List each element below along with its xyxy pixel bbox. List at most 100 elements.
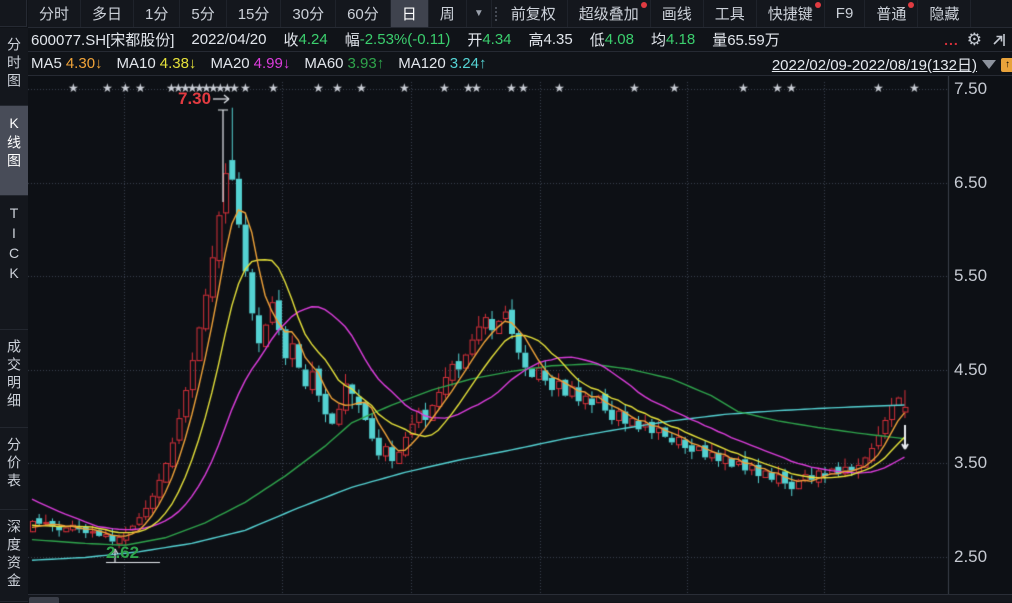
info-field-3: 收 4.24 (283, 29, 327, 50)
tab-label: F9 (835, 5, 854, 22)
stock-info-bar: 600077.SH[宋都股份] 2022/04/20 收 4.24 幅 -2.53%(-0… (28, 28, 1012, 52)
field-value: 4.35 (543, 31, 573, 48)
kline-chart-canvas[interactable] (28, 76, 1012, 594)
tab-period-6[interactable]: 30分 (281, 0, 337, 27)
ma-value: 4.30↓ (65, 55, 103, 72)
up-arrow-badge-icon[interactable]: ↑ (1001, 57, 1012, 72)
tab-period-1[interactable]: 分时 (28, 0, 82, 27)
notification-dot (814, 2, 821, 8)
gear-icon[interactable]: ⚙ (966, 30, 982, 49)
chevron-down-icon[interactable]: ▼ (467, 0, 492, 27)
more-indicator[interactable]: ... (944, 32, 959, 48)
ma-value: 4.38↓ (159, 55, 197, 72)
ma-label: MA20 (210, 55, 250, 72)
field-label: 幅 (344, 32, 360, 49)
bottom-panel-edge (28, 594, 1012, 603)
tab-label: 多日 (92, 6, 123, 23)
price-tick-label: 2.50 (954, 546, 988, 566)
kline-chart-area: 7.50 6.50 5.50 4.50 3.50 2.50 7.30 2.62 (28, 76, 1012, 594)
tab-tool-3[interactable]: 画线 (651, 0, 704, 27)
notification-dot (908, 2, 915, 8)
tab-period-4[interactable]: 5分 (180, 0, 227, 27)
ma-legend-MA5: MA5 4.30↓ (31, 55, 103, 72)
tab-period-9[interactable]: 周 (429, 0, 467, 27)
info-field-4: 幅 -2.53%(-0.11) (345, 29, 451, 50)
tab-tool-4[interactable]: 工具 (704, 0, 757, 27)
tab-tool-8[interactable]: 隐藏 (918, 0, 972, 27)
price-tick-label: 6.50 (954, 172, 988, 192)
ma-value: 4.99↓ (253, 55, 291, 72)
tab-tool-1[interactable]: 前复权 (500, 0, 568, 27)
tab-label: 超级叠加 (578, 6, 639, 23)
tab-label: 1分 (145, 6, 169, 23)
tab-label: 普通 (876, 6, 907, 23)
expand-icon[interactable] (990, 32, 1006, 48)
field-value: 65.59万 (727, 32, 780, 49)
dropdown-triangle-icon[interactable] (982, 60, 996, 69)
sidebar-item-1[interactable]: 分时图 (0, 28, 28, 106)
period-tabs: 分时 多日 1分 5分 15分 30分 60分 日 周 (28, 0, 467, 27)
ma-label: MA60 (304, 55, 344, 72)
field-label: 收 (283, 32, 299, 49)
tab-label: 工具 (714, 6, 745, 23)
tab-label: 30分 (292, 6, 325, 23)
tab-period-5[interactable]: 15分 (227, 0, 282, 27)
tab-label: 分时 (39, 6, 70, 23)
separator-dots-icon (492, 0, 500, 27)
tab-period-3[interactable]: 1分 (134, 0, 181, 27)
sidebar-item-2[interactable]: K线图 (0, 106, 28, 196)
field-value: 4.24 (298, 31, 328, 48)
tab-tool-6[interactable]: F9 (825, 0, 866, 27)
info-field-1: 600077.SH[宋都股份] (31, 29, 174, 50)
tab-tool-7[interactable]: 普通 (865, 0, 919, 27)
tab-period-7[interactable]: 60分 (336, 0, 391, 27)
ma-legend-MA20: MA20 4.99↓ (210, 55, 290, 72)
field-value: 4.18 (665, 31, 696, 48)
field-value: 2022/04/20 (191, 31, 267, 48)
field-label: 开 (467, 32, 483, 49)
sidebar-item-6[interactable]: 深度资金 (0, 510, 28, 602)
ma-label: MA10 (116, 55, 156, 72)
ma-legend-MA10: MA10 4.38↓ (117, 55, 197, 72)
field-label: 量 (712, 32, 728, 49)
ma-value: 3.24↑ (449, 55, 487, 72)
field-value: 4.08 (604, 31, 634, 48)
tab-tool-2[interactable]: 超级叠加 (568, 0, 651, 27)
tab-label: 画线 (661, 6, 692, 23)
tab-period-8[interactable]: 日 (390, 0, 429, 27)
tab-label: 周 (439, 6, 455, 23)
ma-label: MA120 (398, 55, 446, 72)
info-field-2: 2022/04/20 (191, 31, 266, 48)
bottom-panel-handle[interactable] (29, 597, 59, 603)
price-tick-label: 3.50 (954, 453, 988, 472)
view-sidebar: 分时图 K线图 TICK 成交明细 分价表 深度资金 (0, 28, 28, 602)
info-field-8: 均 4.18 (651, 29, 695, 50)
info-field-9: 量 65.59万 (712, 29, 780, 50)
info-field-7: 低 4.08 (590, 29, 634, 50)
info-field-5: 开 4.34 (467, 29, 511, 50)
price-tick-label: 4.50 (954, 359, 988, 379)
sidebar-top-corner (0, 0, 27, 27)
sidebar-item-4[interactable]: 成交明细 (0, 330, 28, 428)
tab-label: 15分 (237, 6, 270, 23)
tab-label: 日 (401, 6, 417, 23)
sidebar-item-5[interactable]: 分价表 (0, 428, 28, 510)
field-label: 均 (650, 32, 666, 49)
tool-tabs: 前复权 超级叠加 画线 工具 快捷键 F9 普通 隐藏 (500, 0, 972, 27)
ma-legend-MA120: MA120 3.24↑ (398, 55, 486, 72)
field-value: 600077.SH[宋都股份] (31, 32, 175, 49)
ma-legend-MA60: MA60 3.93↑ (304, 55, 384, 72)
notification-dot (640, 2, 647, 8)
tab-label: 隐藏 (929, 6, 960, 23)
tab-period-2[interactable]: 多日 (81, 0, 135, 27)
price-tick-label: 5.50 (954, 266, 988, 285)
field-label: 低 (589, 32, 605, 49)
date-range-control[interactable]: 2022/02/09-2022/08/19(132日) ↑ (771, 54, 1012, 75)
ma-legend-bar: MA5 4.30↓ MA10 4.38↓ MA20 4.99↓ MA60 3.93↑ MA120… (28, 52, 1012, 76)
tab-label: 5分 (191, 6, 215, 23)
sidebar-item-3[interactable]: TICK (0, 196, 28, 330)
top-toolbar: 分时 多日 1分 5分 15分 30分 60分 日 周 ▼ 前复权 超级叠加 画线 工具 快捷键 F9 普通… (28, 0, 1012, 28)
low-label: 2.62 (106, 543, 140, 562)
date-range-label[interactable]: 2022/02/09-2022/08/19(132日) (771, 57, 977, 74)
tab-tool-5[interactable]: 快捷键 (757, 0, 825, 27)
